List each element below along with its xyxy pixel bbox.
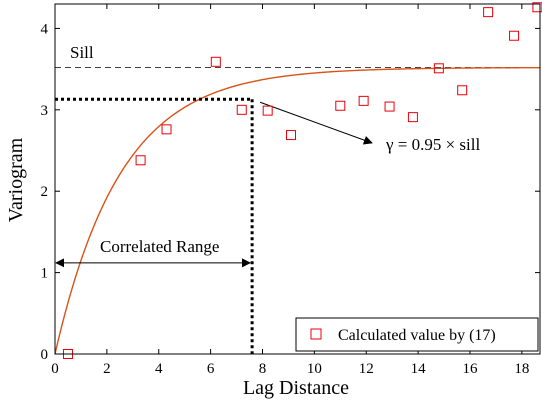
y-tick-label: 3: [41, 103, 49, 119]
gamma-arrow: [259, 101, 373, 145]
x-axis-title: Lag Distance: [243, 377, 349, 399]
x-tick-label: 2: [103, 361, 111, 377]
data-point: [335, 100, 346, 111]
sill-label: Sill: [70, 43, 94, 62]
correlated-range-label: Correlated Range: [100, 237, 219, 256]
x-tick-label: 0: [51, 361, 59, 377]
x-tick-label: 14: [411, 361, 427, 377]
y-tick-label: 0: [41, 347, 49, 363]
gamma-annotation: γ = 0.95 × sill: [385, 135, 480, 154]
data-point: [358, 95, 369, 106]
data-point: [262, 105, 273, 116]
legend-marker: [310, 328, 322, 340]
y-axis-title: Variogram: [5, 137, 27, 222]
y-tick-label: 2: [41, 184, 49, 200]
x-tick-label: 4: [155, 361, 163, 377]
data-point: [286, 130, 297, 141]
data-point: [457, 85, 468, 96]
x-tick-label: 10: [307, 361, 322, 377]
data-point: [483, 7, 494, 18]
plot-frame: [54, 3, 541, 355]
fitted-curve: [54, 66, 540, 355]
data-point: [135, 155, 146, 166]
y-tick-label: 1: [41, 266, 49, 282]
x-tick-label: 12: [359, 361, 374, 377]
y-tick-label: 4: [41, 21, 49, 37]
plot-content: [54, 2, 542, 359]
x-tick-label: 16: [462, 361, 478, 377]
data-point: [384, 101, 395, 112]
legend-label: Calculated value by (17): [338, 327, 496, 344]
x-tick-label: 8: [259, 361, 267, 377]
x-tick-label: 18: [514, 361, 529, 377]
legend: Calculated value by (17): [295, 317, 539, 352]
data-point: [161, 124, 172, 135]
data-point: [210, 56, 221, 67]
x-tick-label: 6: [207, 361, 215, 377]
legend-box: [295, 317, 539, 352]
data-point: [407, 112, 418, 123]
data-point: [236, 104, 247, 115]
data-point: [433, 63, 444, 74]
data-point: [509, 30, 520, 41]
